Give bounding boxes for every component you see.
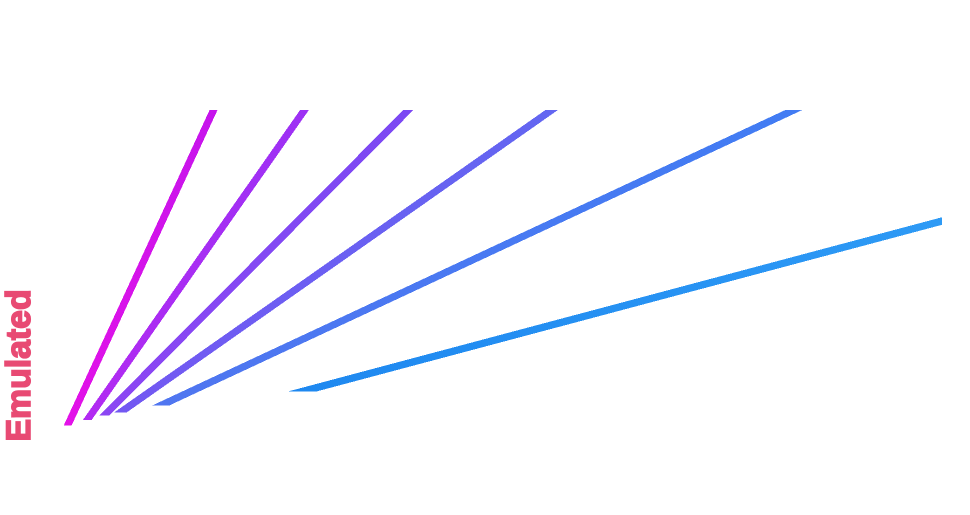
svg-text:Emulated: Emulated — [0, 289, 38, 441]
